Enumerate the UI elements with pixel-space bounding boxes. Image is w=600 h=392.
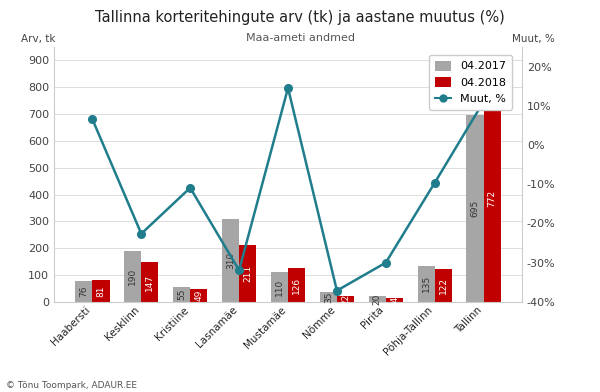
Text: 695: 695 [470,200,479,217]
Text: 20: 20 [373,294,382,305]
Muut, % [431,180,439,185]
Muut, % [284,86,292,91]
Bar [368,296,386,302]
Bar [386,298,403,302]
Text: Tallinna korteritehingute arv (tk) ja aastane muutus (%): Tallinna korteritehingute arv (tk) ja aa… [95,10,505,25]
Text: 147: 147 [145,274,154,291]
Bar [271,272,288,302]
Muut, % [89,117,96,122]
Bar [435,269,452,302]
Bar [239,245,256,302]
Legend: 04.2017, 04.2018, Muut, %: 04.2017, 04.2018, Muut, % [429,55,512,110]
Bar [418,266,435,302]
Muut, % [187,185,194,190]
Muut, % [334,288,341,293]
Bar [92,280,110,302]
Bar [484,95,501,302]
Bar [173,287,190,302]
Text: 772: 772 [488,190,497,207]
Text: Muut, %: Muut, % [512,34,555,44]
Bar [124,251,141,302]
Text: 35: 35 [324,291,333,303]
Text: 122: 122 [439,277,448,294]
Text: 135: 135 [422,275,431,292]
Bar [222,219,239,302]
Text: 14: 14 [390,294,399,306]
Bar [337,296,354,302]
Bar [288,268,305,302]
Text: 49: 49 [194,290,203,301]
Text: 76: 76 [79,286,88,298]
Text: 190: 190 [128,268,137,285]
Bar [320,292,337,302]
Bar [75,281,92,302]
Muut, % [137,231,145,236]
Text: Maa-ameti andmed: Maa-ameti andmed [245,33,355,44]
Text: 126: 126 [292,276,301,294]
Muut, % [480,99,487,104]
Text: 55: 55 [177,289,186,300]
Text: 81: 81 [97,285,106,297]
Text: 310: 310 [226,252,235,269]
Muut, % [382,260,389,265]
Text: 22: 22 [341,293,350,305]
Muut, % [235,268,242,272]
Bar [466,115,484,302]
Text: 211: 211 [243,265,252,282]
Text: © Tõnu Toompark, ADAUR.EE: © Tõnu Toompark, ADAUR.EE [6,381,137,390]
Bar [190,289,208,302]
Text: Arv, tk: Arv, tk [21,34,56,44]
Bar [141,262,158,302]
Line: Muut, %: Muut, % [89,84,487,294]
Text: 110: 110 [275,278,284,296]
